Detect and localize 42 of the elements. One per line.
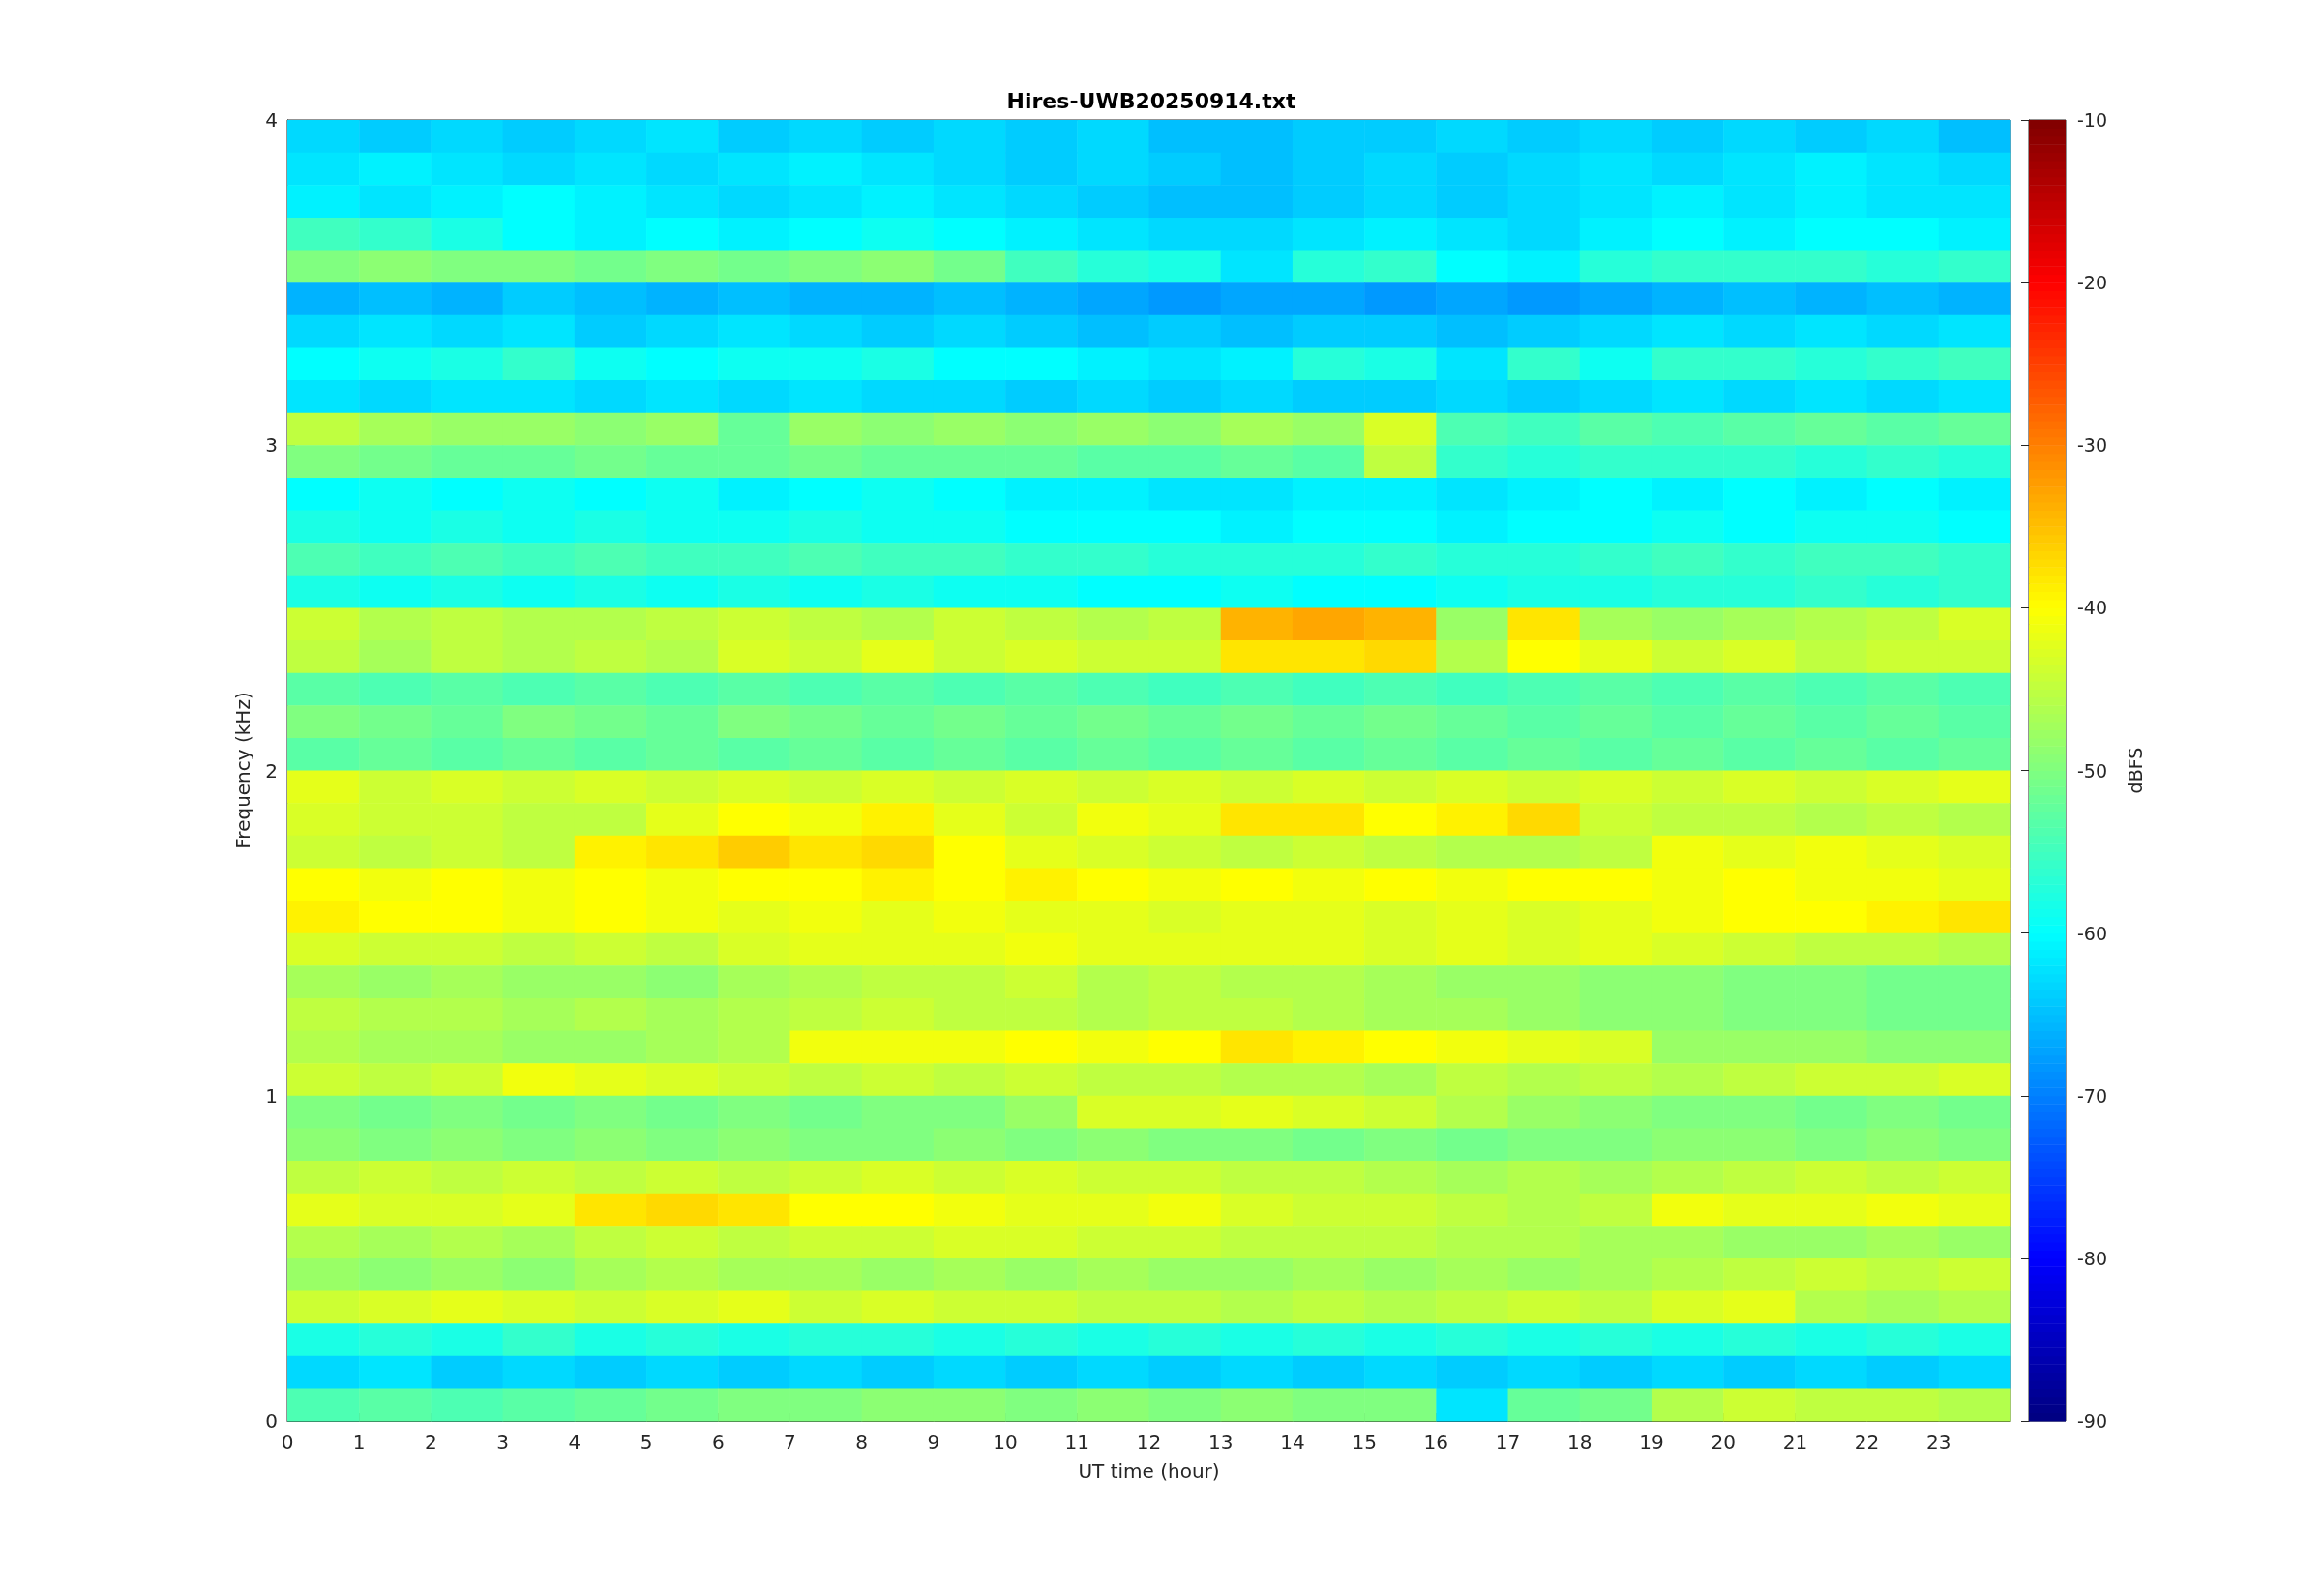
x-tick-label: 18 [1567,1431,1593,1454]
x-tick-label: 2 [425,1431,437,1454]
x-tick-label: 3 [496,1431,509,1454]
x-tick-label: 16 [1423,1431,1449,1454]
color-bar-label: -50 [2077,759,2108,782]
x-tick-label: 9 [927,1431,940,1454]
x-tick-label: 14 [1280,1431,1305,1454]
x-tick-label: 4 [568,1431,581,1454]
x-tick-label: 19 [1639,1431,1664,1454]
color-bar-label: -70 [2077,1084,2108,1107]
x-tick-label: 22 [1854,1431,1880,1454]
x-tick-label: 5 [640,1431,653,1454]
y-tick-label: 1 [265,1083,278,1108]
color-bar-label: -20 [2077,272,2108,294]
color-bar-label: -10 [2077,109,2108,131]
color-bar-title: dBFS [2124,747,2146,794]
x-tick-label: 23 [1926,1431,1951,1454]
x-tick-label: 11 [1064,1431,1090,1454]
chart-title: Hires-UWB20250914.txt [1006,88,1296,113]
x-tick-label: 7 [784,1431,796,1454]
x-tick-label: 8 [855,1431,869,1454]
y-tick-label: 3 [265,433,278,458]
x-tick-label: 21 [1782,1431,1808,1454]
color-bar-label: -40 [2077,597,2108,619]
x-tick-label: 0 [281,1431,294,1454]
color-bar-label: -80 [2077,1247,2108,1269]
color-bar-label: -60 [2077,922,2108,944]
x-tick-label: 15 [1352,1431,1377,1454]
color-bar-label: -30 [2077,434,2108,457]
x-tick-label: 6 [711,1431,725,1454]
x-tick-label: 12 [1136,1431,1162,1454]
y-axis-title: Frequency (kHz) [231,692,254,849]
x-tick-label: 20 [1711,1431,1736,1454]
color-bar-label: -90 [2077,1410,2108,1432]
x-tick-label: 10 [993,1431,1018,1454]
x-tick-label: 1 [352,1431,366,1454]
y-tick-label: 4 [265,108,278,132]
x-axis-title: UT time (hour) [1078,1460,1220,1483]
y-tick-label: 0 [265,1409,278,1433]
x-tick-label: 13 [1207,1431,1234,1454]
y-tick-label: 2 [265,758,278,783]
x-tick-label: 17 [1495,1431,1521,1454]
